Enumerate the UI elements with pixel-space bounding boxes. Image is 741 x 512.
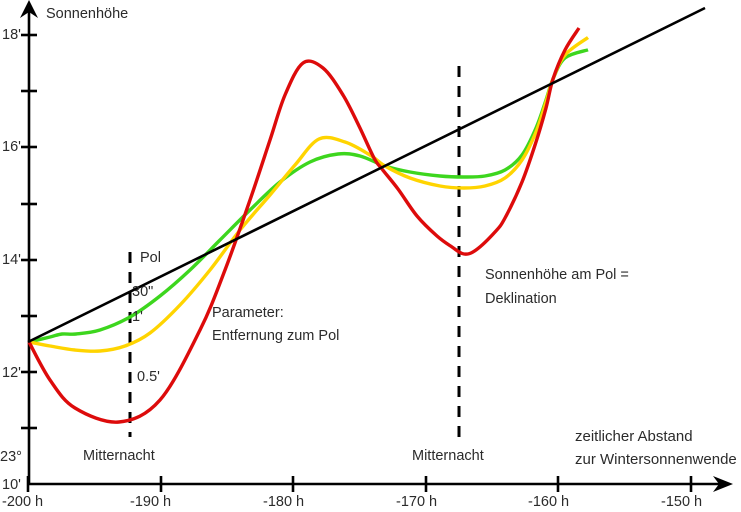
svg-text:1': 1' [132,309,143,325]
svg-text:Entfernung zum Pol: Entfernung zum Pol [212,328,339,344]
svg-text:-180 h: -180 h [263,494,304,510]
svg-text:12': 12' [2,365,21,381]
svg-text:0.5': 0.5' [137,369,160,385]
svg-text:Parameter:: Parameter: [212,305,284,321]
svg-text:Deklination: Deklination [485,291,557,307]
svg-text:-150 h: -150 h [661,494,702,510]
svg-text:14': 14' [2,252,21,268]
svg-text:-190 h: -190 h [130,494,171,510]
svg-text:Mitternacht: Mitternacht [412,448,484,464]
svg-text:10': 10' [2,477,21,493]
svg-text:Mitternacht: Mitternacht [83,448,155,464]
svg-text:30": 30" [132,284,153,300]
svg-text:Sonnenhöhe am Pol =: Sonnenhöhe am Pol = [485,267,629,283]
svg-text:Pol: Pol [140,250,161,266]
svg-text:-200 h: -200 h [2,494,43,510]
svg-text:Sonnenhöhe: Sonnenhöhe [46,6,128,22]
svg-text:23°: 23° [0,449,22,465]
svg-text:-160 h: -160 h [528,494,569,510]
svg-text:16': 16' [2,139,21,155]
svg-text:18': 18' [2,27,21,43]
svg-text:-170 h: -170 h [396,494,437,510]
svg-text:zur Wintersonnenwende: zur Wintersonnenwende [575,451,737,468]
svg-text:zeitlicher Abstand: zeitlicher Abstand [575,428,693,445]
